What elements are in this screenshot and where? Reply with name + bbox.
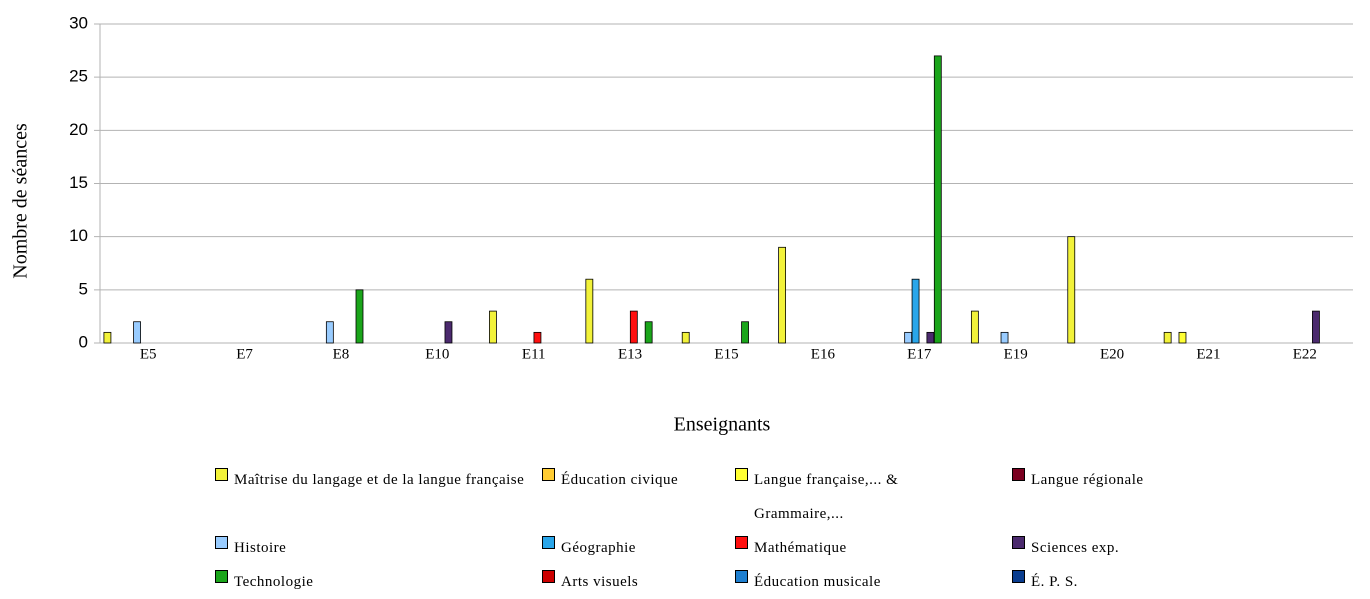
legend-label: Éducation civique bbox=[561, 472, 679, 488]
legend-label: É. P. S. bbox=[1031, 574, 1078, 590]
legend-swatch bbox=[215, 468, 228, 481]
bar bbox=[1163, 331, 1172, 344]
legend-item: É. P. S. bbox=[1012, 565, 1212, 599]
bar bbox=[681, 331, 690, 344]
legend-swatch bbox=[735, 570, 748, 583]
legend-item: Sciences exp. bbox=[1012, 531, 1212, 565]
bar bbox=[1178, 331, 1187, 344]
x-tick-label: E16 bbox=[811, 346, 836, 362]
y-tick-label: 20 bbox=[69, 120, 88, 139]
bar bbox=[926, 331, 935, 344]
legend-swatch bbox=[735, 468, 748, 481]
x-axis-label: Enseignants bbox=[674, 414, 771, 436]
legend-item: Éducation civique bbox=[542, 463, 735, 531]
legend-swatch bbox=[542, 536, 555, 549]
legend-item: Langue française,... & Grammaire,... bbox=[735, 463, 1012, 531]
legend-swatch bbox=[215, 536, 228, 549]
bar bbox=[644, 321, 653, 344]
bar bbox=[904, 331, 913, 344]
legend-item: Technologie bbox=[215, 565, 542, 599]
y-tick-label: 0 bbox=[79, 332, 88, 351]
legend-swatch bbox=[1012, 536, 1025, 549]
legend-item: Maîtrise du langage et de la langue fran… bbox=[215, 463, 542, 531]
legend-label: Géographie bbox=[561, 540, 636, 556]
legend-item: Géographie bbox=[542, 531, 735, 565]
y-tick-label: 15 bbox=[69, 173, 88, 192]
x-tick-label: E10 bbox=[425, 346, 449, 362]
x-tick-label: E22 bbox=[1293, 346, 1317, 362]
x-tick-label: E8 bbox=[333, 346, 350, 362]
bar bbox=[533, 331, 542, 344]
y-tick-label: 10 bbox=[69, 226, 88, 245]
x-tick-label: E21 bbox=[1196, 346, 1220, 362]
bar bbox=[133, 321, 141, 344]
legend-label: Arts visuels bbox=[561, 574, 639, 590]
chart: Enseignants Nombre de séances 0 5 10 15 20 25… bbox=[10, 13, 1353, 436]
bar bbox=[103, 331, 112, 344]
legend-label: Histoire bbox=[234, 540, 287, 556]
legend-label: Maîtrise du langage et de la langue fran… bbox=[234, 472, 525, 488]
y-tick-label: 30 bbox=[69, 13, 88, 32]
bar bbox=[629, 310, 638, 344]
legend-swatch bbox=[542, 468, 555, 481]
bar bbox=[1000, 331, 1009, 344]
x-tick-label: E11 bbox=[522, 346, 546, 362]
y-tick-label: 25 bbox=[69, 67, 88, 86]
legend-swatch bbox=[542, 570, 555, 583]
x-tick-label: E13 bbox=[618, 346, 642, 362]
bar bbox=[741, 321, 749, 344]
legend-label: Mathématique bbox=[754, 540, 847, 556]
x-tick-label: E19 bbox=[1004, 346, 1028, 362]
bar bbox=[970, 310, 979, 344]
bar bbox=[933, 55, 942, 344]
bar bbox=[1067, 236, 1076, 344]
bar bbox=[325, 321, 334, 344]
legend-label: Technologie bbox=[234, 574, 314, 590]
x-tick-label: E17 bbox=[907, 346, 932, 362]
x-tick-label: E15 bbox=[714, 346, 738, 362]
legend-item: Histoire bbox=[215, 531, 542, 565]
bar bbox=[444, 321, 453, 344]
legend-item: Langue régionale bbox=[1012, 463, 1212, 531]
bar bbox=[489, 310, 497, 344]
x-tick-label: E20 bbox=[1100, 346, 1124, 362]
legend-label: Langue française,... & Grammaire,... bbox=[754, 472, 899, 522]
y-axis-label: Nombre de séances bbox=[10, 123, 32, 279]
legend-swatch bbox=[1012, 570, 1025, 583]
bar bbox=[1312, 310, 1320, 344]
legend-swatch bbox=[215, 570, 228, 583]
legend-label: Éducation musicale bbox=[754, 574, 881, 590]
x-tick-label: E7 bbox=[236, 346, 253, 362]
bar bbox=[778, 246, 787, 344]
legend-swatch bbox=[1012, 468, 1025, 481]
legend-label: Langue régionale bbox=[1031, 472, 1144, 488]
x-tick-label: E5 bbox=[140, 346, 157, 362]
legend-label: Sciences exp. bbox=[1031, 540, 1120, 556]
bar bbox=[585, 278, 594, 344]
legend: Maîtrise du langage et de la langue fran… bbox=[215, 463, 1215, 599]
legend-swatch bbox=[735, 536, 748, 549]
bar bbox=[355, 289, 364, 344]
legend-item: Éducation musicale bbox=[735, 565, 1012, 599]
legend-item: Arts visuels bbox=[542, 565, 735, 599]
legend-item: Mathématique bbox=[735, 531, 1012, 565]
bar bbox=[911, 278, 920, 344]
y-tick-label: 5 bbox=[79, 279, 88, 298]
